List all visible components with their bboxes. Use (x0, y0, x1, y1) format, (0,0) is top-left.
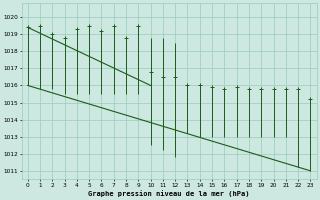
X-axis label: Graphe pression niveau de la mer (hPa): Graphe pression niveau de la mer (hPa) (88, 190, 250, 197)
